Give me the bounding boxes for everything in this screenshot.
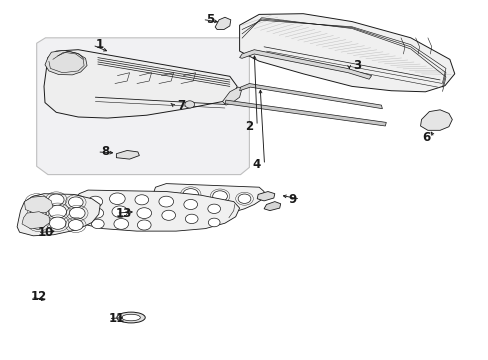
Circle shape <box>186 201 199 211</box>
Circle shape <box>135 195 148 205</box>
Text: 3: 3 <box>352 59 360 72</box>
Circle shape <box>183 199 197 210</box>
Text: 9: 9 <box>288 193 296 206</box>
Circle shape <box>49 205 66 218</box>
Circle shape <box>28 196 45 209</box>
Circle shape <box>208 218 220 227</box>
Circle shape <box>30 207 46 219</box>
Text: 6: 6 <box>422 131 429 144</box>
Polygon shape <box>44 50 237 118</box>
Ellipse shape <box>117 312 145 323</box>
Circle shape <box>68 197 83 208</box>
Circle shape <box>48 194 64 206</box>
Polygon shape <box>150 184 264 213</box>
Text: 11: 11 <box>108 312 124 325</box>
Polygon shape <box>37 38 249 175</box>
Circle shape <box>185 214 198 224</box>
Circle shape <box>112 206 127 217</box>
Text: 7: 7 <box>177 99 184 112</box>
Polygon shape <box>239 14 454 92</box>
Polygon shape <box>257 192 274 201</box>
Circle shape <box>88 196 102 207</box>
Text: 5: 5 <box>206 13 214 26</box>
Circle shape <box>90 208 103 218</box>
Polygon shape <box>224 100 386 126</box>
Polygon shape <box>22 212 50 229</box>
Circle shape <box>68 220 83 230</box>
Ellipse shape <box>122 314 140 321</box>
Text: 13: 13 <box>116 207 132 220</box>
Text: 12: 12 <box>31 291 47 303</box>
Text: 1: 1 <box>96 39 104 51</box>
Circle shape <box>213 202 226 212</box>
Circle shape <box>31 219 45 229</box>
Polygon shape <box>17 194 100 236</box>
Polygon shape <box>264 202 280 211</box>
Circle shape <box>183 189 198 200</box>
Polygon shape <box>45 50 87 75</box>
Text: 8: 8 <box>101 145 109 158</box>
Polygon shape <box>222 87 242 105</box>
Polygon shape <box>116 150 139 159</box>
Text: 10: 10 <box>37 226 54 239</box>
Circle shape <box>238 194 250 203</box>
Circle shape <box>207 204 220 213</box>
Polygon shape <box>420 110 451 130</box>
Circle shape <box>162 210 175 220</box>
Circle shape <box>137 220 151 230</box>
Circle shape <box>69 207 85 219</box>
Polygon shape <box>239 84 382 109</box>
Circle shape <box>137 208 151 219</box>
Polygon shape <box>24 196 53 213</box>
Text: 2: 2 <box>245 120 253 132</box>
Circle shape <box>159 196 173 207</box>
Circle shape <box>212 191 227 202</box>
Text: 4: 4 <box>252 158 260 171</box>
Circle shape <box>184 101 194 108</box>
Polygon shape <box>215 17 230 30</box>
Circle shape <box>109 193 125 204</box>
Polygon shape <box>71 190 239 231</box>
Circle shape <box>114 219 128 229</box>
Circle shape <box>91 219 104 229</box>
Polygon shape <box>239 50 371 79</box>
Circle shape <box>49 217 66 229</box>
